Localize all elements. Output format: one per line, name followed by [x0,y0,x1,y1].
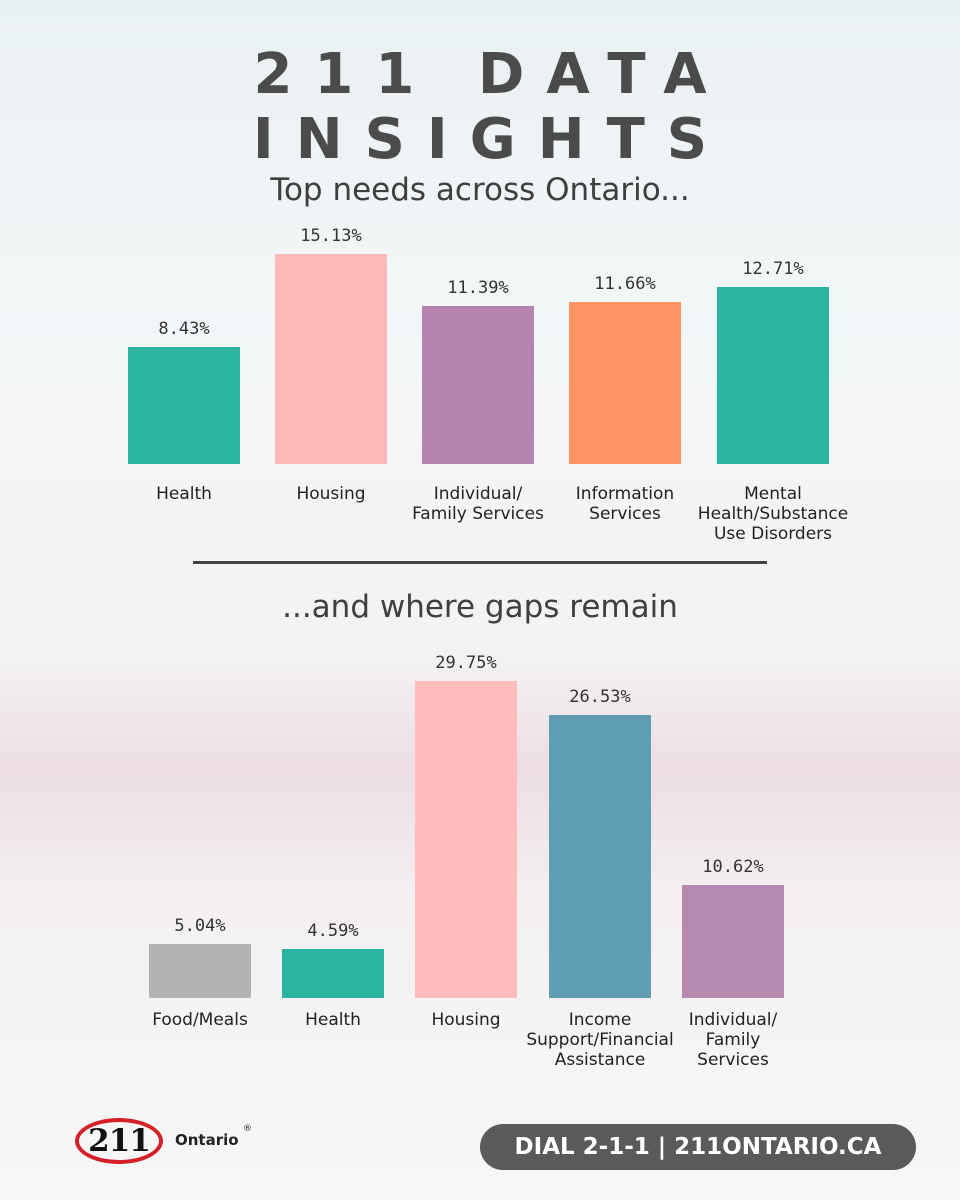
bar [415,680,517,998]
page-title: 211 DATA INSIGHTS [252,42,730,172]
bar [128,346,240,464]
logo: 211 [75,1118,163,1164]
value-label: 10.62% [702,856,764,877]
call-to-action: DIAL 2-1-1 | 211ONTARIO.CA [480,1124,916,1170]
bar [569,301,681,464]
bar [549,715,651,998]
value-label: 11.39% [447,277,509,298]
bar [282,949,384,998]
bar [682,884,784,998]
value-label: 26.53% [569,687,631,708]
category-label: Income Support/Financial Assistance [526,1010,674,1070]
value-label: 4.59% [307,921,359,942]
value-label: 29.75% [435,652,497,673]
brand: Ontario [175,1131,239,1149]
category-label: Information Services [575,484,675,524]
category-label: Health [156,484,212,504]
category-label: Housing [296,484,366,504]
bar [275,253,387,464]
category-label: Mental Health/Substance Use Disorders [697,484,849,544]
category-label: Health [305,1010,361,1030]
category-label: Individual/ Family Services [412,484,544,524]
bar [149,944,251,998]
bar [717,287,829,464]
value-label: 8.43% [158,318,210,339]
category-label: Housing [431,1010,501,1030]
bar [422,305,534,464]
value-label: 11.66% [594,273,656,294]
chart-title: Top needs across Ontario... [270,172,690,208]
value-label: 12.71% [742,259,804,280]
category-label: Individual/ Family Services [688,1010,778,1070]
divider [193,561,767,564]
value-label: 5.04% [174,916,226,937]
category-label: Food/Meals [152,1010,248,1030]
chart-title: ...and where gaps remain [282,589,678,625]
registered-mark: ® [243,1124,252,1134]
value-label: 15.13% [300,225,362,246]
